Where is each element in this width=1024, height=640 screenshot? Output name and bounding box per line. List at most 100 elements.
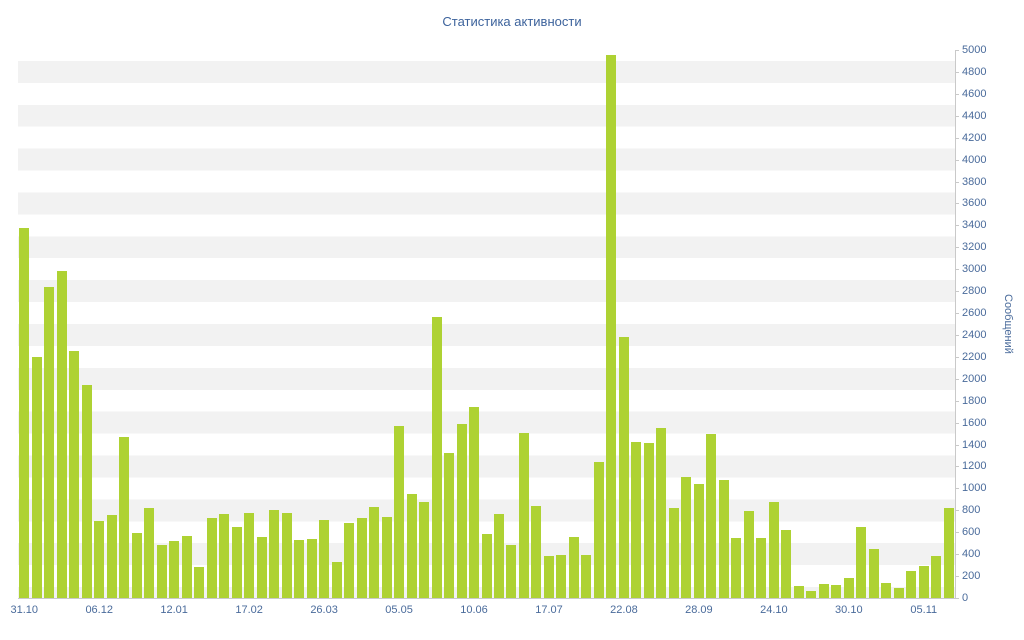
bar [656,428,667,598]
bar [718,479,729,598]
bar [144,508,155,598]
y-tick-label: 400 [962,548,981,561]
y-tick-label: 800 [962,504,981,517]
y-tick-mark [955,313,959,315]
bar [131,533,142,598]
bar [56,271,67,598]
bar [731,537,742,598]
bar [81,385,92,598]
y-tick-mark [955,488,959,490]
bar [843,578,854,598]
y-tick-mark [955,247,959,249]
bar [781,530,792,598]
bar [693,484,704,598]
bar [269,510,280,598]
bar [543,556,554,598]
bar [793,585,804,598]
y-tick-label: 3600 [962,197,987,210]
bar [469,407,479,598]
x-tick-label: 06.12 [85,604,113,616]
y-tick-label: 2400 [962,328,987,341]
y-tick-mark [955,444,959,446]
x-tick-label: 12.01 [160,604,188,616]
bar [331,561,342,598]
bar [893,588,904,598]
y-tick-label: 4400 [962,109,987,122]
bar [568,536,579,598]
bar [94,521,105,598]
y-tick-label: 1200 [962,460,987,473]
y-tick-mark [955,71,959,73]
y-tick-label: 4800 [962,65,987,78]
y-tick-mark [955,334,959,336]
y-tick-mark [955,50,959,51]
y-tick-label: 1400 [962,438,987,451]
bar [531,505,542,598]
bar [931,556,942,598]
y-tick-label: 1600 [962,416,987,429]
bar [668,508,679,598]
y-tick-mark [955,137,959,139]
y-tick-mark [955,598,959,599]
y-tick-mark [955,576,959,578]
y-tick-label: 3800 [962,175,987,188]
y-tick-label: 3400 [962,219,987,232]
bar [606,55,617,598]
bar [506,545,517,598]
bar [206,518,217,598]
bar [431,317,442,598]
bar [319,520,330,598]
y-tick-mark [955,225,959,227]
x-tick-label: 26.03 [310,604,338,616]
bar [344,523,355,598]
x-tick-label: 22.08 [610,604,638,616]
y-tick-label: 1000 [962,482,987,495]
y-tick-mark [955,510,959,512]
bar [119,436,130,598]
bar [181,535,192,598]
bar [19,227,30,598]
bar [394,425,405,598]
bar [881,582,892,598]
y-tick-mark [955,269,959,271]
bar [518,432,529,598]
y-tick-mark [955,181,959,183]
y-tick-label: 0 [962,592,969,604]
bar [194,567,205,598]
x-tick-label: 10.06 [460,604,488,616]
bar [356,518,367,598]
bar [868,548,879,598]
bar [419,501,430,598]
y-axis-title: Сообщений [1002,294,1014,354]
x-tick-label: 30.10 [835,604,863,616]
y-tick-mark [955,532,959,534]
y-tick-mark [955,356,959,358]
y-tick-label: 200 [962,570,981,583]
bar [369,507,380,598]
bar [918,566,929,598]
bar [831,584,842,598]
bar [943,508,954,598]
bar [31,356,42,598]
bar [768,501,779,598]
y-tick-mark [955,378,959,380]
bar [743,511,754,598]
bar [481,534,492,598]
x-tick-label: 17.02 [235,604,263,616]
bar [281,512,292,598]
bar [643,443,654,598]
bar [219,513,230,598]
y-tick-label: 2200 [962,350,987,363]
y-tick-mark [955,422,959,424]
bar [44,286,55,598]
bar [106,514,117,598]
bar [906,570,917,598]
x-tick-label: 17.07 [535,604,563,616]
bar [406,493,417,598]
bar [306,538,317,598]
bar [681,477,692,598]
bar [231,526,242,598]
bar [69,351,80,598]
x-tick-label: 05.11 [910,604,938,616]
